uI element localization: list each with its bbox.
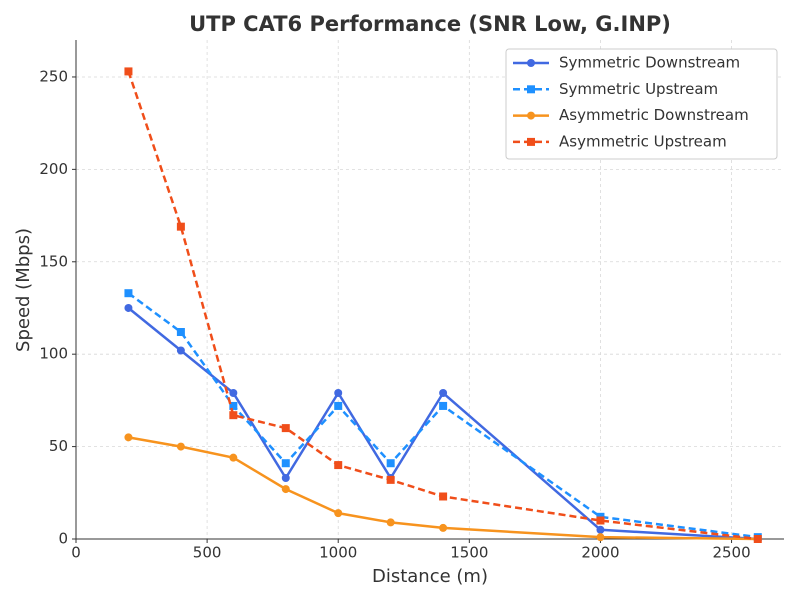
- marker: [596, 516, 605, 525]
- legend-box: [505, 48, 778, 160]
- marker: [281, 485, 290, 494]
- marker: [229, 388, 238, 397]
- marker: [176, 442, 185, 451]
- marker: [334, 461, 343, 470]
- marker: [753, 535, 762, 543]
- marker: [334, 401, 343, 410]
- series-line: [127, 292, 758, 539]
- x-tick-label: 500: [193, 544, 222, 562]
- marker: [439, 388, 448, 397]
- marker: [281, 459, 290, 468]
- y-tick-label: 200: [39, 160, 68, 178]
- y-tick-label: 100: [39, 345, 68, 363]
- x-tick-label: 1000: [319, 544, 357, 562]
- y-tick-label: 250: [39, 67, 68, 85]
- marker: [124, 303, 133, 312]
- series-line: [127, 307, 758, 541]
- legend-marker: [527, 59, 535, 67]
- marker: [334, 509, 343, 518]
- y-tick-label: 50: [49, 437, 68, 455]
- legend-label: Symmetric Upstream: [559, 80, 718, 98]
- legend-label: Symmetric Downstream: [559, 54, 740, 72]
- legend-marker: [527, 137, 535, 146]
- marker: [439, 523, 448, 532]
- marker: [281, 424, 290, 433]
- y-axis-label: Speed (Mbps): [13, 228, 34, 352]
- marker: [439, 401, 448, 410]
- series-line: [128, 436, 758, 541]
- marker: [386, 459, 395, 468]
- marker: [439, 492, 448, 501]
- marker: [281, 474, 290, 483]
- marker: [176, 346, 185, 355]
- marker: [334, 388, 343, 397]
- marker: [229, 453, 238, 462]
- marker: [229, 411, 238, 420]
- marker: [386, 518, 395, 527]
- legend-label: Asymmetric Downstream: [559, 106, 749, 124]
- y-tick-label: 0: [58, 530, 68, 548]
- x-tick-label: 1500: [450, 544, 488, 562]
- y-tick-label: 150: [39, 252, 68, 270]
- marker: [176, 222, 185, 231]
- x-tick-label: 2500: [712, 544, 750, 562]
- marker: [229, 401, 238, 410]
- legend-marker: [527, 111, 535, 120]
- marker: [124, 433, 133, 442]
- chart-title: UTP CAT6 Performance (SNR Low, G.INP): [189, 12, 671, 36]
- marker: [124, 67, 133, 76]
- x-tick-label: 2000: [581, 544, 619, 562]
- x-axis-label: Distance (m): [372, 566, 488, 587]
- marker: [386, 475, 395, 484]
- x-tick-label: 0: [71, 544, 81, 562]
- legend-marker: [527, 85, 535, 94]
- marker: [176, 328, 185, 337]
- marker: [596, 525, 605, 534]
- marker: [596, 533, 605, 542]
- legend-label: Asymmetric Upstream: [559, 132, 727, 150]
- marker: [124, 289, 133, 298]
